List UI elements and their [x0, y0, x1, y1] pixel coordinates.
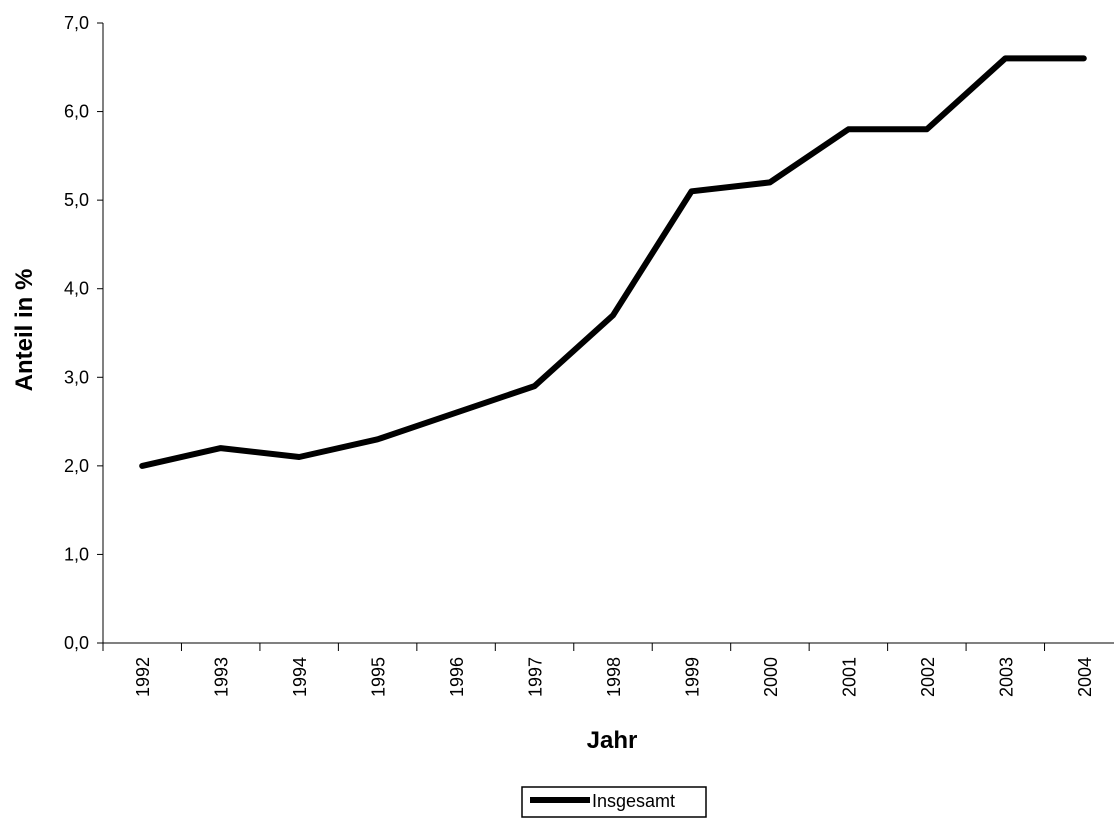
y-tick-label: 4,0 — [64, 279, 89, 299]
series-line — [139, 55, 1087, 469]
series-layer — [139, 55, 1087, 469]
x-tick-label: 2000 — [761, 657, 781, 697]
x-tick-label: 1995 — [369, 657, 389, 697]
x-tick-label: 1997 — [526, 657, 546, 697]
y-axis-title: Anteil in % — [11, 269, 38, 392]
x-axis-title: Jahr — [587, 727, 638, 754]
x-axis: 1992 1993 1994 1995 1996 1997 1998 1999 2000 2001… — [102, 642, 1114, 697]
x-tick-label: 1992 — [133, 657, 153, 697]
x-tick-label: 1999 — [682, 657, 702, 697]
y-tick-label: 2,0 — [64, 456, 89, 476]
y-tick-label: 5,0 — [64, 190, 89, 210]
x-tick-label: 1998 — [604, 657, 624, 697]
y-tick-label: 3,0 — [64, 367, 89, 387]
x-tick-label: 2004 — [1075, 657, 1095, 697]
x-tick-label: 1996 — [447, 657, 467, 697]
x-tick-label: 1993 — [212, 657, 232, 697]
y-tick-label: 7,0 — [64, 13, 89, 33]
y-tick-label: 1,0 — [64, 544, 89, 564]
y-tick-label: 6,0 — [64, 102, 89, 122]
x-tick-label: 2002 — [918, 657, 938, 697]
legend: Insgesamt — [521, 786, 707, 818]
x-tick-label: 2001 — [839, 657, 859, 697]
y-tick-label: 0,0 — [64, 633, 89, 653]
x-tick-label: 1994 — [290, 657, 310, 697]
y-axis: 0,0 1,0 2,0 3,0 4,0 5,0 6,0 7,0 — [64, 13, 104, 653]
x-tick-label: 2003 — [996, 657, 1016, 697]
legend-label: Insgesamt — [592, 791, 675, 811]
